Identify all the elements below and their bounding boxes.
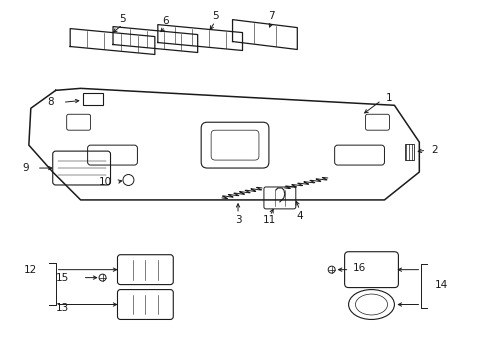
Bar <box>82 93 102 105</box>
Text: 15: 15 <box>56 273 69 283</box>
Text: 11: 11 <box>263 215 276 225</box>
Text: 5: 5 <box>211 11 218 21</box>
Text: 5: 5 <box>119 14 125 24</box>
Bar <box>404 144 413 160</box>
Text: 13: 13 <box>56 302 69 312</box>
Text: 6: 6 <box>162 15 168 26</box>
Text: 16: 16 <box>352 263 366 273</box>
Text: 12: 12 <box>24 265 38 275</box>
Text: 9: 9 <box>22 163 29 173</box>
Text: 2: 2 <box>430 145 437 155</box>
Text: 14: 14 <box>434 280 447 289</box>
Text: 7: 7 <box>268 11 275 21</box>
Text: 10: 10 <box>99 177 112 187</box>
Text: 3: 3 <box>234 215 241 225</box>
Text: 1: 1 <box>386 93 392 103</box>
Text: 8: 8 <box>47 97 54 107</box>
Text: 4: 4 <box>296 211 303 221</box>
